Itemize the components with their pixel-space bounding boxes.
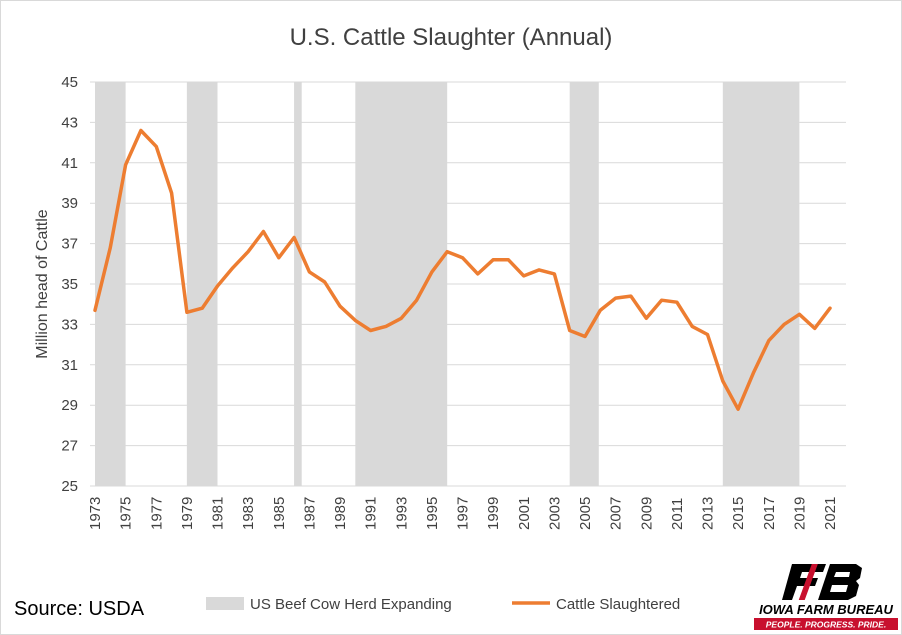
x-tick-label: 1983 — [240, 497, 257, 530]
y-axis-label: Million head of Cattle — [34, 209, 51, 359]
legend: US Beef Cow Herd Expanding Cattle Slaugh… — [206, 596, 680, 613]
y-tick-label: 39 — [61, 195, 78, 212]
x-tick-label: 2007 — [608, 497, 625, 530]
x-tick-label: 1993 — [393, 497, 410, 530]
y-tick-label: 25 — [61, 478, 78, 495]
x-tick-label: 2001 — [516, 497, 533, 530]
x-tick-label: 1977 — [148, 497, 165, 530]
x-tick-label: 1973 — [87, 497, 104, 530]
chart-title: U.S. Cattle Slaughter (Annual) — [290, 24, 613, 51]
x-tick-label: 2009 — [638, 497, 655, 530]
y-tick-label: 35 — [61, 276, 78, 293]
x-tick-label: 2019 — [791, 497, 808, 530]
x-tick-label: 1997 — [455, 497, 472, 530]
x-tick-label: 1975 — [118, 497, 135, 530]
y-tick-label: 31 — [61, 357, 78, 374]
x-tick-label: 1985 — [271, 497, 288, 530]
logo-text: IOWA FARM BUREAU — [759, 602, 893, 617]
x-tick-label: 1987 — [301, 497, 318, 530]
x-axis-ticks: 1973 1975 1977 1979 1981 1983 1985 1987 1989 1991… — [87, 497, 839, 530]
x-tick-label: 2015 — [730, 497, 747, 530]
legend-label-shaded: US Beef Cow Herd Expanding — [250, 596, 452, 613]
x-tick-label: 2005 — [577, 497, 594, 530]
x-tick-label: 1991 — [363, 497, 380, 530]
x-tick-label: 2017 — [761, 497, 778, 530]
legend-label-line: Cattle Slaughtered — [556, 596, 680, 613]
y-tick-label: 33 — [61, 316, 78, 333]
x-tick-label: 2003 — [546, 497, 563, 530]
x-tick-label: 1979 — [179, 497, 196, 530]
fb-mark-icon — [782, 564, 862, 600]
logo-tagline: PEOPLE. PROGRESS. PRIDE. — [766, 620, 886, 630]
y-axis-ticks: 25 27 29 31 33 35 37 39 41 43 45 — [61, 74, 78, 495]
legend-swatch-shaded — [206, 597, 244, 610]
logo-tagline-band — [754, 618, 898, 630]
x-tick-label: 1995 — [424, 497, 441, 530]
x-tick-label: 2011 — [669, 498, 686, 530]
y-tick-label: 27 — [61, 438, 78, 455]
x-tick-label: 2013 — [700, 497, 717, 530]
y-tick-label: 45 — [61, 74, 78, 91]
y-tick-label: 29 — [61, 397, 78, 414]
series-line-cattle-slaughtered — [93, 128, 832, 411]
x-tick-label: 1981 — [210, 497, 227, 530]
x-tick-label: 2021 — [822, 497, 839, 530]
x-tick-label: 1999 — [485, 497, 502, 530]
y-tick-label: 37 — [61, 236, 78, 253]
y-tick-label: 41 — [61, 155, 78, 172]
x-tick-label: 1989 — [332, 497, 349, 530]
farm-bureau-logo: IOWA FARM BUREAU PEOPLE. PROGRESS. PRIDE… — [754, 564, 898, 630]
source-note: Source: USDA — [14, 598, 145, 620]
y-tick-label: 43 — [61, 114, 78, 131]
